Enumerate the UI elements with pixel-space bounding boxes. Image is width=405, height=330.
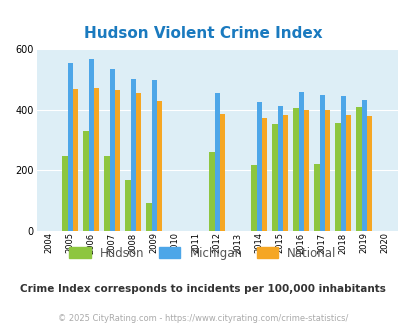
Bar <box>104 156 109 231</box>
Bar <box>313 164 319 231</box>
Bar <box>209 152 214 231</box>
Text: Hudson Violent Crime Index: Hudson Violent Crime Index <box>83 26 322 41</box>
Bar <box>67 63 72 231</box>
Bar <box>356 107 361 231</box>
Bar <box>125 180 130 231</box>
Bar <box>88 59 94 231</box>
Bar <box>272 124 277 231</box>
Bar <box>156 101 162 231</box>
Bar <box>214 93 219 231</box>
Text: © 2025 CityRating.com - https://www.cityrating.com/crime-statistics/: © 2025 CityRating.com - https://www.city… <box>58 314 347 323</box>
Bar <box>261 117 266 231</box>
Bar <box>345 115 350 231</box>
Bar <box>130 79 135 231</box>
Bar <box>151 80 156 231</box>
Bar <box>219 114 224 231</box>
Bar <box>319 95 324 231</box>
Bar <box>94 87 99 231</box>
Bar <box>115 90 120 231</box>
Bar <box>282 115 288 231</box>
Bar <box>72 89 78 231</box>
Bar <box>366 116 371 231</box>
Bar <box>251 165 256 231</box>
Bar <box>277 106 282 231</box>
Legend: Hudson, Michigan, National: Hudson, Michigan, National <box>69 247 336 260</box>
Bar <box>324 110 329 231</box>
Bar <box>109 69 115 231</box>
Bar <box>135 93 141 231</box>
Bar <box>256 102 261 231</box>
Bar <box>146 203 151 231</box>
Bar <box>298 92 303 231</box>
Bar <box>293 109 298 231</box>
Bar <box>335 123 340 231</box>
Text: Crime Index corresponds to incidents per 100,000 inhabitants: Crime Index corresponds to incidents per… <box>20 284 385 294</box>
Bar <box>361 100 366 231</box>
Bar <box>62 156 67 231</box>
Bar <box>340 96 345 231</box>
Bar <box>83 131 88 231</box>
Bar <box>303 110 308 231</box>
